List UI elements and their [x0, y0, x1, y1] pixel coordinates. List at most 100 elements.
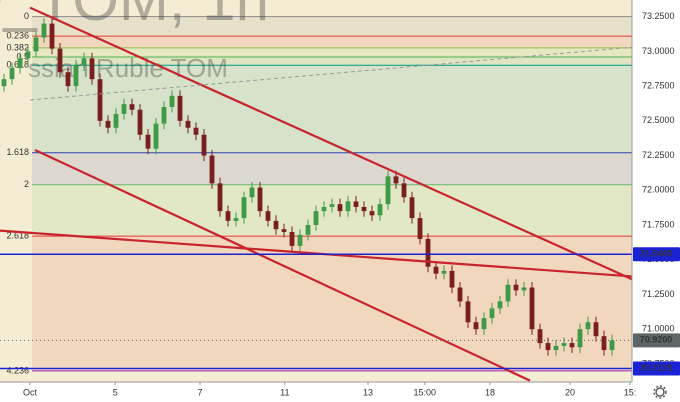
candle-body	[433, 266, 439, 274]
candle-body	[609, 340, 615, 351]
candle-body	[113, 113, 119, 128]
y-tick-label: 71.0000	[642, 324, 675, 334]
candle-body	[521, 287, 527, 291]
candle-body	[25, 51, 31, 59]
candle-body	[257, 187, 263, 212]
candle-body	[233, 218, 239, 221]
price-label: 70.7175	[640, 363, 673, 373]
trend-line	[29, 6, 633, 281]
y-tick-label: 73.2500	[642, 11, 675, 21]
y-tick-label: 72.0000	[642, 185, 675, 195]
y-tick-label: 73.0000	[642, 46, 675, 56]
candle-body	[169, 95, 175, 107]
trend-line	[34, 149, 531, 382]
candle-body	[457, 287, 463, 302]
settings-icon[interactable]	[653, 385, 667, 399]
candle-body	[465, 301, 471, 323]
candle-body	[89, 58, 95, 80]
candle-body	[273, 220, 279, 230]
candle-body	[225, 211, 231, 221]
fib-label: 0.5	[16, 51, 29, 61]
fib-label: 0.236	[6, 30, 29, 40]
candle-body	[377, 204, 383, 216]
fib-label: 4.236	[6, 365, 29, 375]
candle-body	[17, 58, 23, 69]
candle-body	[297, 234, 303, 246]
candle-body	[1, 79, 7, 87]
candle-body	[441, 270, 447, 274]
candle-body	[177, 95, 183, 121]
candle-body	[545, 343, 551, 351]
fib-label: 2	[24, 179, 29, 189]
candle-body	[121, 104, 127, 114]
candle-body	[409, 197, 415, 219]
candle-body	[209, 155, 215, 184]
x-tick-label: 13	[363, 387, 373, 397]
candle-body	[425, 238, 431, 267]
price-label-box	[633, 247, 680, 262]
candle-body	[577, 329, 583, 348]
candle-body	[361, 206, 367, 212]
x-tick-label: 15:	[624, 387, 637, 397]
candle-body	[49, 23, 55, 49]
price-label-box	[633, 333, 680, 348]
candle-body	[337, 204, 343, 212]
plot-background	[0, 0, 632, 382]
fib-label: 0.382	[6, 42, 29, 52]
fib-band	[32, 36, 632, 48]
candle-body	[529, 287, 535, 330]
candle-body	[57, 48, 63, 73]
price-label: 71.5400	[640, 249, 673, 259]
candle-body	[129, 104, 135, 110]
candle-body	[281, 229, 287, 232]
fib-label: 1.618	[6, 147, 29, 157]
candle-body	[265, 211, 271, 221]
x-tick-label: 11	[280, 387, 289, 397]
candle-body	[105, 120, 111, 128]
candle-body	[193, 127, 199, 135]
candle-body	[241, 197, 247, 219]
x-tick-label: 5	[113, 387, 118, 397]
candle-body	[41, 23, 47, 38]
candle-body	[137, 109, 143, 135]
candle-body	[313, 211, 319, 226]
candle-body	[449, 270, 455, 288]
fib-band	[32, 56, 632, 66]
fib-band	[32, 47, 632, 57]
y-tick-label: 72.2500	[642, 150, 675, 160]
trend-line	[29, 46, 633, 101]
candle-body	[417, 218, 423, 239]
candle-body	[65, 72, 71, 87]
fib-label: 0	[24, 11, 29, 21]
candle-body	[561, 343, 567, 346]
fib-band	[32, 152, 632, 185]
candle-body	[73, 65, 79, 87]
x-tick-label: 7	[197, 387, 202, 397]
y-tick-label: 72.7500	[642, 80, 675, 90]
candle-body	[401, 183, 407, 198]
candle-body	[497, 301, 503, 309]
y-tick-label: 72.5000	[642, 115, 675, 125]
candle-body	[249, 187, 255, 198]
candle-body	[201, 134, 207, 156]
candle-body	[81, 58, 87, 66]
candle-body	[537, 329, 543, 344]
candle-body	[489, 308, 495, 319]
candle-body	[345, 201, 351, 212]
candle-body	[217, 183, 223, 212]
fib-label: 2.618	[6, 231, 29, 241]
watermark-symbol: D_TOM, 1h	[0, 0, 269, 33]
candle-body	[289, 231, 295, 246]
candle-body	[145, 134, 151, 149]
time-axis	[0, 382, 632, 402]
candle-body	[385, 176, 391, 205]
candle-body	[505, 284, 511, 302]
candle-body	[97, 79, 103, 121]
candle-body	[369, 211, 375, 216]
fib-band	[32, 16, 632, 37]
candle-body	[185, 120, 191, 128]
candle-body	[9, 68, 15, 80]
candle-body	[593, 322, 599, 337]
candle-body	[33, 37, 39, 52]
